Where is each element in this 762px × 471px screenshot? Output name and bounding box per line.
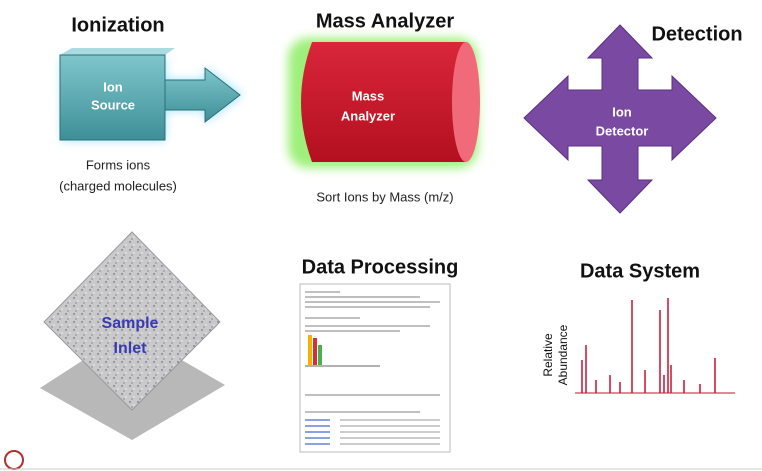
caption: Forms ions bbox=[86, 157, 151, 172]
caption: (charged molecules) bbox=[59, 178, 177, 193]
report-thumbnail bbox=[300, 284, 450, 452]
slide: Ionization Ion Source Forms ions (charge… bbox=[0, 0, 762, 471]
title: Mass Analyzer bbox=[316, 10, 454, 32]
title: Data System bbox=[580, 260, 700, 282]
title: Ionization bbox=[71, 14, 164, 36]
title: Data Processing bbox=[302, 256, 459, 278]
axis-label: Abundance bbox=[556, 324, 570, 385]
box-label: Source bbox=[91, 97, 135, 112]
caption: Sort Ions by Mass (m/z) bbox=[316, 189, 453, 204]
box-label: Detector bbox=[596, 123, 649, 138]
title: Detection bbox=[651, 23, 742, 45]
axis-label: Relative bbox=[541, 333, 555, 377]
box-label: Ion bbox=[612, 104, 632, 119]
box-label: Mass bbox=[352, 88, 385, 103]
inlet-label: Inlet bbox=[114, 340, 148, 357]
inlet-label: Sample bbox=[102, 315, 159, 332]
box-label: Ion bbox=[103, 79, 123, 94]
box-label: Analyzer bbox=[341, 108, 395, 123]
